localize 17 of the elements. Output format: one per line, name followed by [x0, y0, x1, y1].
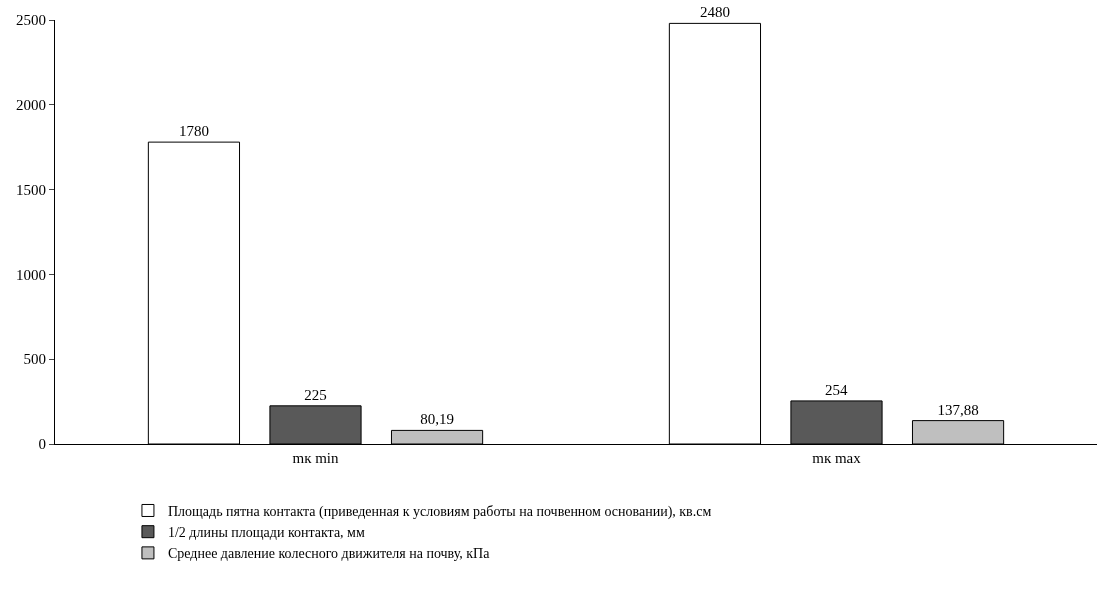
legend-label: Площадь пятна контакта (приведенная к условиям работы на почвенном основании), кв.см — [167, 503, 712, 520]
data-label: 137,88 — [937, 401, 979, 418]
y-tick-label: 2500 — [16, 12, 46, 29]
legend-label: 1/2 длины площади контакта, мм — [167, 525, 365, 541]
legend-label: Среднее давление колесного движителя на почву, кПа — [167, 546, 491, 562]
y-tick-label: 500 — [23, 351, 46, 368]
data-label: 2480 — [699, 4, 730, 21]
data-label: 225 — [304, 386, 327, 403]
x-tick-label: mк max — [812, 450, 862, 466]
y-tick-label: 2000 — [16, 97, 46, 114]
x-tick-label: mк min — [292, 450, 340, 466]
y-tick-label: 1500 — [16, 181, 46, 198]
data-label: 1780 — [178, 123, 209, 140]
y-tick-label: 1000 — [16, 266, 46, 283]
data-label: 80,19 — [420, 411, 454, 428]
data-label: 254 — [825, 381, 848, 398]
y-tick-label: 0 — [38, 436, 46, 453]
